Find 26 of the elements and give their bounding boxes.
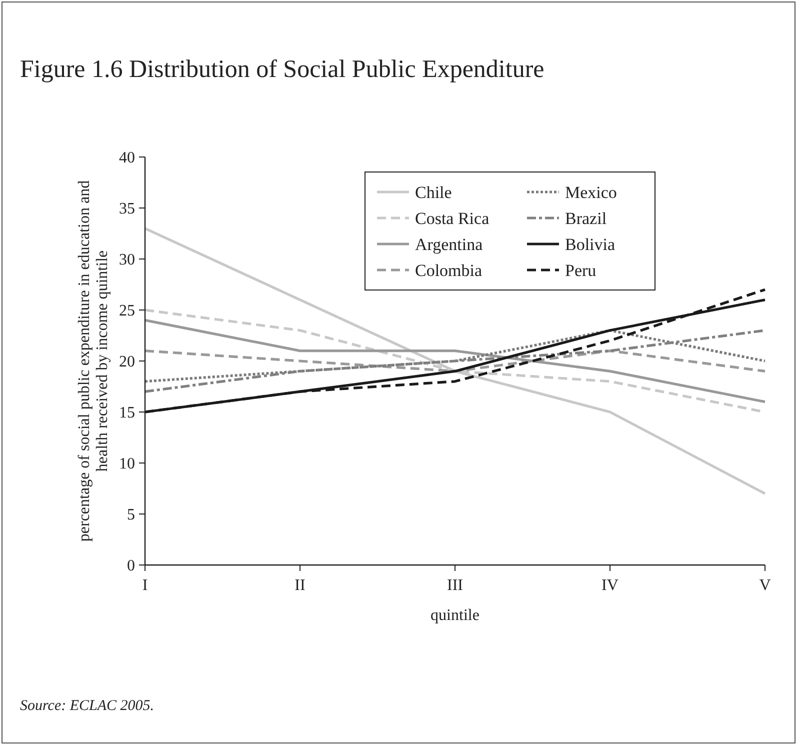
y-tick-label: 10 bbox=[119, 456, 135, 473]
y-tick-label: 15 bbox=[119, 404, 135, 422]
y-tick-label: 25 bbox=[119, 302, 135, 320]
legend-label: Colombia bbox=[415, 260, 483, 280]
legend-label: Chile bbox=[415, 182, 452, 202]
legend-label: Mexico bbox=[565, 182, 617, 202]
y-tick-label: 5 bbox=[127, 506, 135, 524]
legend-label: Bolivia bbox=[565, 234, 616, 254]
y-tick-label: 0 bbox=[127, 558, 135, 575]
x-tick-label: II bbox=[294, 577, 306, 594]
y-axis-title: percentage of social public expenditure in education and health received by income quintile bbox=[76, 180, 111, 542]
y-tick-label: 30 bbox=[119, 252, 135, 269]
source-note: Source: ECLAC 2005. bbox=[20, 698, 154, 714]
x-tick-label: I bbox=[142, 577, 148, 594]
legend-label: Peru bbox=[565, 260, 597, 280]
x-tick-label: IV bbox=[602, 577, 619, 594]
y-tick-label: 40 bbox=[119, 150, 135, 167]
x-axis-title: quintile bbox=[430, 607, 480, 624]
legend-label: Costa Rica bbox=[415, 208, 490, 228]
chart-title: Figure 1.6 Distribution of Social Public Expenditure bbox=[20, 56, 544, 83]
legend-label: Brazil bbox=[565, 208, 607, 228]
legend-label: Argentina bbox=[415, 234, 484, 254]
y-tick-label: 20 bbox=[119, 354, 135, 371]
x-tick-label: III bbox=[447, 577, 463, 594]
x-tick-label: V bbox=[759, 577, 772, 594]
y-tick-label: 35 bbox=[119, 200, 135, 218]
